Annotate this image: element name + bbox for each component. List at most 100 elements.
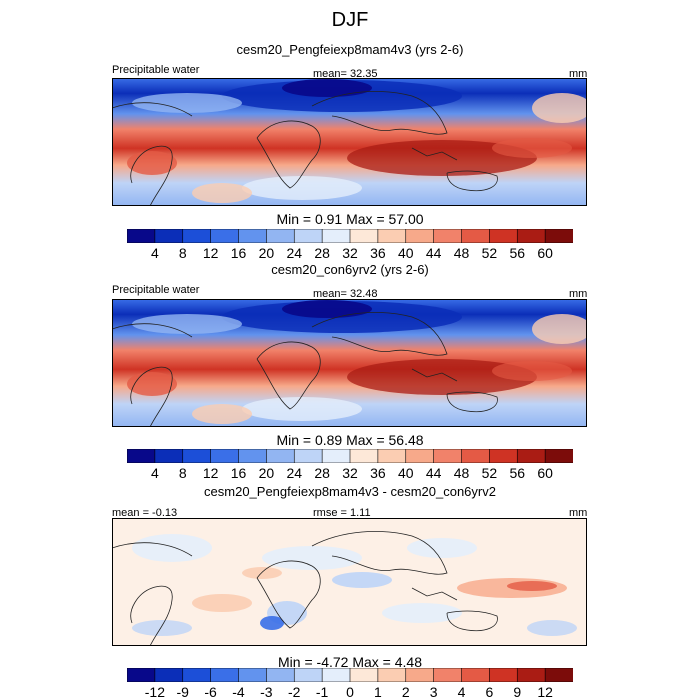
colorbar-tick-label: -2 [288, 684, 301, 700]
colorbar-segment [154, 668, 184, 682]
panel2-map [112, 299, 587, 427]
colorbar-segment [238, 229, 267, 243]
colorbar-segment [321, 668, 351, 682]
colorbar-tick-label: 52 [481, 245, 498, 261]
colorbar-tick-label: 6 [485, 684, 494, 700]
colorbar-tick-label: 1 [373, 684, 382, 700]
panel1-units-label: mm [569, 68, 588, 80]
colorbar-tick-label: 60 [537, 245, 553, 261]
colorbar-segment [405, 229, 435, 243]
panel1-map [112, 78, 587, 206]
colorbar-tick-label: 52 [481, 465, 498, 481]
colorbar-segment [544, 668, 573, 682]
colorbar-tick-label: -4 [232, 684, 245, 700]
colorbar-segment [154, 229, 184, 243]
colorbar-tick-label: 2 [401, 684, 410, 700]
colorbar-segment [210, 449, 240, 463]
colorbar-segment [516, 229, 546, 243]
colorbar-segment [433, 668, 463, 682]
colorbar-segment [266, 229, 295, 243]
figure-title: DJF [331, 9, 369, 31]
colorbar-segment [461, 668, 490, 682]
panel2-title: cesm20_con6yrv2 (yrs 2-6) [271, 262, 429, 277]
colorbar-segment [516, 668, 546, 682]
panel3-map [112, 518, 587, 646]
colorbar-tick-label: 40 [397, 465, 414, 481]
panel3-units-label: mm [569, 507, 588, 519]
colorbar-segment [293, 449, 323, 463]
colorbar-segment [321, 449, 351, 463]
colorbar-tick-label: 8 [178, 465, 187, 481]
colorbar-tick-label: 28 [314, 465, 330, 481]
colorbar-segment [238, 449, 267, 463]
colorbar-tick-label: 40 [397, 245, 414, 261]
colorbar-tick-label: -3 [260, 684, 273, 700]
panel3-colorbar [127, 668, 573, 682]
colorbar-segment [461, 449, 490, 463]
panel1-title: cesm20_Pengfeiexp8mam4v3 (yrs 2-6) [236, 42, 464, 57]
colorbar-tick-label: -1 [315, 684, 329, 700]
colorbar-segment [154, 449, 184, 463]
colorbar-segment [377, 449, 407, 463]
colorbar-tick-label: 4 [150, 465, 159, 481]
colorbar-segment [182, 449, 212, 463]
colorbar-tick-label: 24 [286, 465, 303, 481]
colorbar-segment [182, 668, 212, 682]
colorbar-segment [489, 449, 518, 463]
colorbar-segment [266, 449, 295, 463]
colorbar-tick-label: 12 [537, 684, 553, 700]
colorbar-tick-label: -6 [204, 684, 217, 700]
colorbar-tick-label: 12 [202, 245, 219, 261]
colorbar-tick-label: 56 [509, 245, 526, 261]
colorbar-tick-label: 48 [453, 245, 470, 261]
panel2-units-label: mm [569, 288, 588, 300]
colorbar-tick-label: 4 [457, 684, 466, 700]
colorbar-segment [433, 449, 463, 463]
colorbar-tick-label: 3 [429, 684, 438, 700]
colorbar-tick-label: 60 [537, 465, 553, 481]
panel1-mean-label: mean= 32.35 [313, 68, 378, 80]
panel3-minmax: Min = -4.72 Max = 4.48 [278, 654, 422, 670]
colorbar-segment [266, 668, 295, 682]
colorbar-segment [516, 449, 546, 463]
colorbar-segment [544, 229, 573, 243]
colorbar-tick-label: 9 [513, 684, 522, 700]
panel2-variable-label: Precipitable water [112, 284, 200, 296]
colorbar-segment [127, 229, 156, 243]
colorbar-tick-label: 56 [509, 465, 526, 481]
panel2-minmax: Min = 0.89 Max = 56.48 [276, 432, 424, 448]
colorbar-segment [349, 449, 379, 463]
panel2-mean-label: mean= 32.48 [313, 288, 378, 300]
colorbar-segment [182, 229, 212, 243]
colorbar-tick-label: 8 [178, 245, 187, 261]
colorbar-tick-label: 12 [202, 465, 219, 481]
colorbar-segment [433, 229, 463, 243]
colorbar-segment [349, 668, 379, 682]
panel1-minmax: Min = 0.91 Max = 57.00 [276, 211, 424, 227]
panel1-variable-label: Precipitable water [112, 64, 200, 76]
colorbar-tick-label: 20 [258, 245, 275, 261]
colorbar-tick-label: 28 [314, 245, 330, 261]
colorbar-tick-label: -12 [144, 684, 165, 700]
colorbar-tick-label: 16 [230, 465, 247, 481]
colorbar-tick-label: 44 [425, 465, 442, 481]
colorbar-tick-label: 24 [286, 245, 303, 261]
colorbar-segment [544, 449, 573, 463]
colorbar-segment [238, 668, 267, 682]
colorbar-tick-label: -9 [176, 684, 189, 700]
panel2-colorbar [127, 449, 573, 463]
colorbar-segment [489, 229, 518, 243]
colorbar-segment [377, 229, 407, 243]
colorbar-segment [293, 668, 323, 682]
colorbar-segment [349, 229, 379, 243]
colorbar-segment [489, 668, 518, 682]
colorbar-segment [210, 229, 240, 243]
colorbar-tick-label: 16 [230, 245, 247, 261]
panel3-mean-label: mean = -0.13 [112, 507, 178, 519]
colorbar-segment [293, 229, 323, 243]
colorbar-tick-label: 32 [342, 465, 358, 481]
colorbar-segment [461, 229, 490, 243]
colorbar-tick-label: 44 [425, 245, 442, 261]
colorbar-tick-label: 48 [453, 465, 470, 481]
colorbar-segment [377, 668, 407, 682]
